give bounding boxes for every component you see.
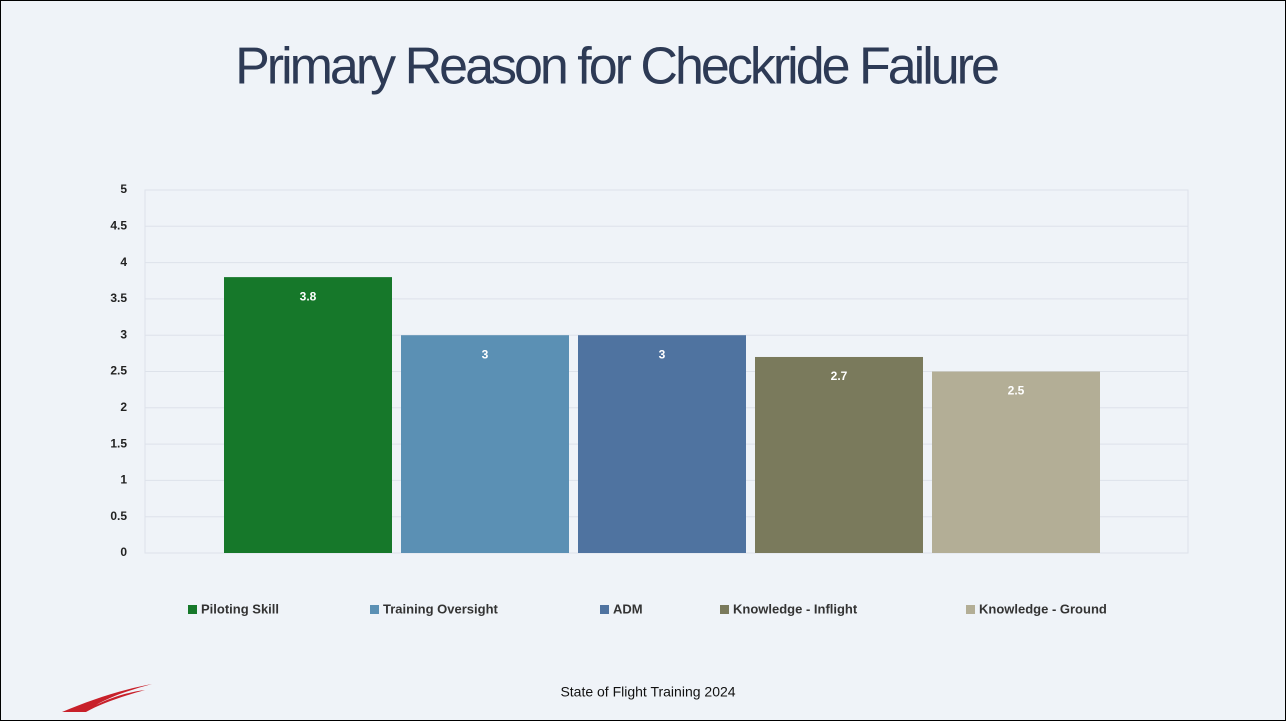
legend-swatch [370,605,379,614]
legend-swatch [188,605,197,614]
legend-swatch [720,605,729,614]
bar [755,356,923,553]
logo [62,684,152,712]
data-label: 2.5 [1008,384,1025,398]
data-label: 3.8 [300,289,317,303]
legend-swatch [966,605,975,614]
data-label: 2.7 [831,369,848,383]
y-tick-label: 2 [120,400,127,414]
y-tick-label: 0.5 [110,509,127,523]
legend-swatch [600,605,609,614]
y-tick-label: 3 [120,327,127,341]
data-label: 3 [482,347,489,361]
y-tick-label: 1.5 [110,436,127,450]
bar [401,335,569,553]
legend-label: ADM [613,601,643,616]
data-label: 3 [659,347,666,361]
footer: State of Flight Training 2024 [560,684,735,700]
bar [578,335,746,553]
y-tick-label: 2.5 [110,364,127,378]
legend-label: Training Oversight [383,601,499,616]
y-tick-label: 3.5 [110,291,127,305]
y-tick-label: 0 [120,545,127,559]
chart-title: Primary Reason for Checkride Failure [235,38,998,96]
bar [224,277,392,553]
bar [932,371,1100,553]
legend-label: Knowledge - Inflight [733,601,858,616]
y-tick-label: 4.5 [110,218,127,232]
legend-label: Piloting Skill [201,601,279,616]
y-tick-label: 5 [120,182,127,196]
legend-label: Knowledge - Ground [979,601,1107,616]
y-tick-label: 1 [120,473,127,487]
y-tick-label: 4 [120,255,127,269]
